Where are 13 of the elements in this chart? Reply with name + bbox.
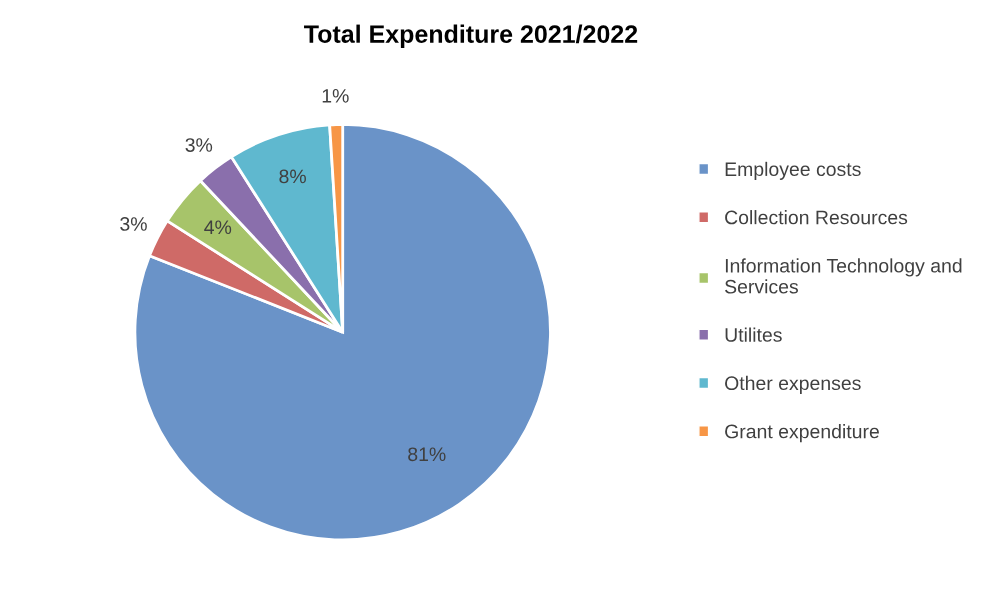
data-label: 4% (204, 220, 232, 235)
legend-label: Grant expenditure (725, 424, 879, 443)
legend-label: Collection Resources (725, 210, 908, 225)
legend-label: Employee costs (725, 161, 861, 180)
data-label: 1% (322, 89, 349, 103)
legend-label: Information Technology and Services (725, 258, 962, 294)
data-label: 3% (120, 217, 147, 231)
legend-label: Utilites (725, 327, 782, 342)
chart-title: Total Expenditure 2021/2022 (304, 24, 638, 48)
legend-label: Other expenses (725, 375, 861, 394)
data-label: 81% (408, 447, 446, 462)
data-label: 3% (185, 138, 213, 152)
data-label: 8% (279, 169, 306, 184)
